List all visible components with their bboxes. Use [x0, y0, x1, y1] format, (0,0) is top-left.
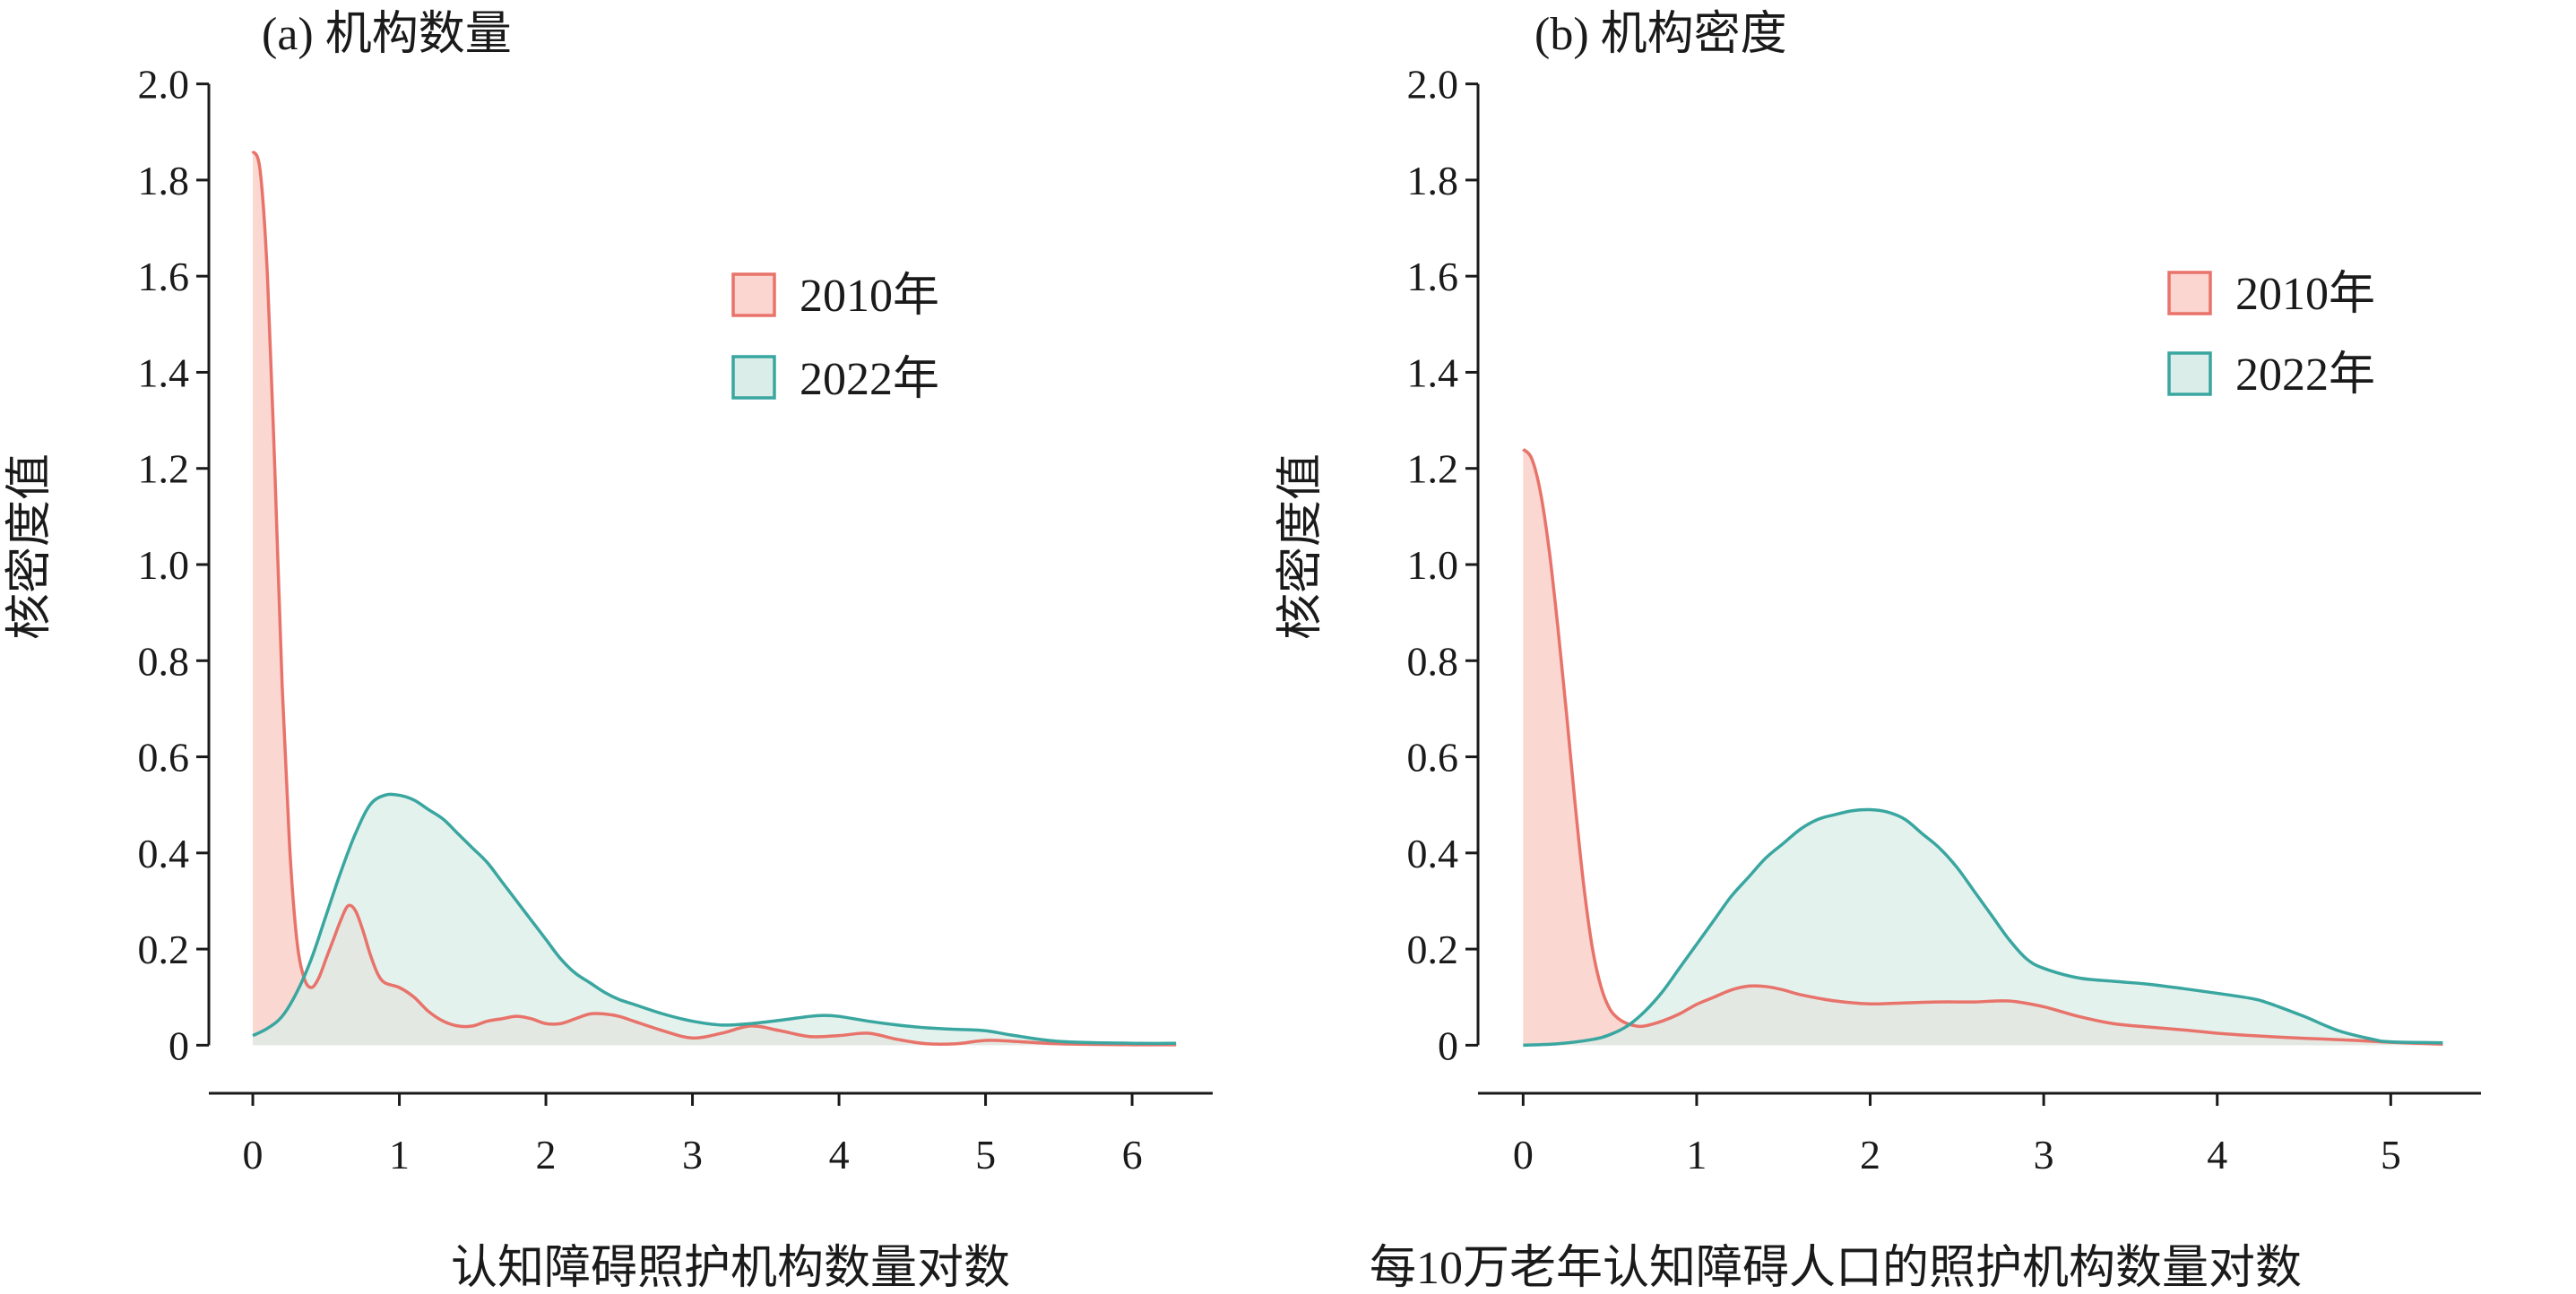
- panel-a-x-axis-title: 认知障碍照护机构数量对数: [451, 1243, 1010, 1294]
- panel-b-x-tick-label: 2: [1860, 1132, 1880, 1178]
- panel-b-y-tick-label: 1.0: [1407, 542, 1459, 588]
- panel-b-legend-swatch-2010: [2167, 271, 2212, 315]
- panel-b-y-tick-label: 1.2: [1407, 446, 1459, 492]
- panel-a-y-tick-label: 1.0: [138, 542, 190, 588]
- panel-b-y-axis-title: 核密度值: [1275, 453, 1327, 640]
- panel-b-x-tick-label: 3: [2034, 1132, 2054, 1178]
- panel-b-y-tick-label: 0.4: [1407, 831, 1459, 876]
- panel-b-legend-label-2010: 2010年: [2235, 269, 2375, 320]
- plot-b-area: 0 0.2 0.4 0.6 0.8 1.0 1.2 1.4 1.6 1.8 2.0 0 1 2 3 4 5: [1407, 62, 2481, 1178]
- panel-b: (b) 机构密度 0 0.2 0.4 0.6 0.8 1.0 1.2 1.4 1.6 1.8 2.0…: [1275, 9, 2481, 1294]
- panel-b-title: (b) 机构密度: [1534, 9, 1787, 60]
- panel-b-y-tick-label: 2.0: [1407, 62, 1459, 108]
- panel-a-legend: 2010年 2022年: [731, 271, 939, 405]
- panel-b-y-tick-label: 1.6: [1407, 254, 1459, 299]
- panel-a-y-tick-label: 2.0: [138, 62, 190, 108]
- panel-b-x-tick-label: 4: [2207, 1132, 2227, 1178]
- panel-a-y-axis-title: 核密度值: [4, 453, 56, 640]
- panel-b-legend: 2010年 2022年: [2167, 269, 2375, 401]
- panel-a-line-2022: [252, 792, 1177, 1046]
- plot-a-area: 0 0.2 0.4 0.6 0.8 1.0 1.2 1.4 1.6 1.8 2.0 0 1 2 3 4 5 6: [138, 62, 1213, 1178]
- panel-a-x-tick-label: 6: [1122, 1132, 1143, 1178]
- panel-a-y-tick-label: 0.8: [138, 638, 190, 684]
- panel-b-y-tick-label: 1.4: [1407, 349, 1459, 395]
- panel-a-x-tick-label: 5: [975, 1132, 996, 1178]
- panel-b-line-2010: [1522, 447, 2443, 1047]
- panel-a-y-tick-label: 1.8: [138, 158, 190, 203]
- panel-a-y-tick-label: 1.6: [138, 254, 190, 299]
- panel-a-legend-label-2022: 2022年: [800, 354, 939, 405]
- panel-a-legend-swatch-2010: [731, 272, 776, 317]
- panel-a: (a) 机构数量 0 0.2 0.4 0.6 0.8 1.0 1.2 1.4 1.6 1.8 2.0…: [4, 9, 1213, 1294]
- panel-a-title: (a) 机构数量: [262, 9, 512, 60]
- panel-a-x-tick-label: 3: [682, 1132, 703, 1178]
- panel-a-y-tick-label: 0.4: [138, 831, 190, 876]
- panel-a-y-tick-label: 0.2: [138, 927, 190, 972]
- panel-b-y-tick-label: 1.8: [1407, 158, 1459, 203]
- panel-b-y-tick-label: 0.8: [1407, 638, 1459, 684]
- panel-b-legend-label-2022: 2022年: [2235, 349, 2375, 401]
- panel-a-line-2010: [251, 150, 1177, 1047]
- panel-b-x-tick-label: 5: [2381, 1132, 2401, 1178]
- panel-a-y-tick-label: 1.4: [138, 349, 190, 395]
- panel-b-x-tick-label: 0: [1513, 1132, 1534, 1178]
- panel-a-x-tick-label: 2: [536, 1132, 557, 1178]
- panel-b-legend-swatch-2022: [2167, 351, 2212, 396]
- panel-a-area-2022: [253, 794, 1177, 1046]
- panel-a-legend-label-2010: 2010年: [800, 271, 939, 322]
- panel-a-y-tick-label: 1.2: [138, 446, 190, 492]
- panel-b-y-tick-label: 0.6: [1407, 735, 1459, 781]
- panel-a-x-tick-label: 0: [243, 1132, 264, 1178]
- panel-b-x-tick-label: 1: [1686, 1132, 1707, 1178]
- panel-b-area-2022: [1523, 809, 2443, 1046]
- panel-a-legend-swatch-2022: [731, 355, 776, 400]
- panel-b-x-axis-title: 每10万老年认知障碍人口的照护机构数量对数: [1370, 1243, 2302, 1294]
- panel-a-y-tick-label: 0: [169, 1022, 189, 1068]
- panel-b-y-tick-label: 0.2: [1407, 927, 1459, 972]
- panel-a-y-tick-label: 0.6: [138, 735, 190, 781]
- panel-a-x-tick-label: 1: [389, 1132, 410, 1178]
- panel-b-line-2022: [1523, 807, 2443, 1048]
- panel-b-y-tick-label: 0: [1438, 1022, 1458, 1068]
- panel-a-x-tick-label: 4: [829, 1132, 850, 1178]
